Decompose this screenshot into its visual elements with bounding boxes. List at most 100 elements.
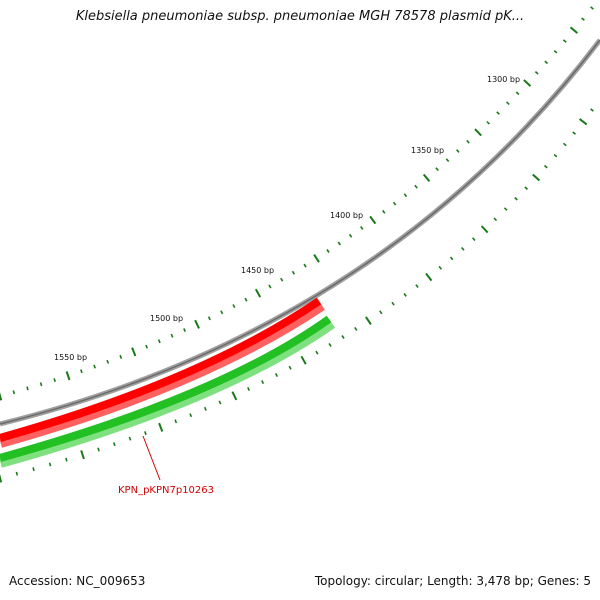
- minor-tick: [438, 265, 443, 270]
- major-tick: [65, 371, 71, 381]
- minor-tick: [232, 304, 236, 309]
- minor-tick: [26, 386, 29, 391]
- major-tick: [425, 272, 433, 282]
- minor-tick: [435, 167, 439, 172]
- minor-tick: [472, 237, 476, 242]
- major-tick: [313, 254, 320, 263]
- minor-tick: [203, 406, 207, 411]
- minor-tick: [280, 277, 284, 282]
- tick-label-1400: 1400 bp: [330, 211, 363, 220]
- minor-tick: [32, 467, 35, 472]
- minor-tick: [106, 359, 110, 364]
- minor-tick: [391, 301, 395, 306]
- minor-tick: [170, 333, 174, 338]
- major-tick: [0, 473, 3, 483]
- minor-tick: [503, 207, 508, 211]
- minor-tick: [562, 39, 567, 43]
- minor-tick: [80, 369, 83, 374]
- minor-tick: [328, 342, 332, 347]
- summary-label: Topology: circular; Length: 3,478 bp; Ge…: [314, 574, 591, 588]
- minor-tick: [288, 365, 292, 370]
- minor-tick: [303, 263, 307, 268]
- minor-tick: [496, 111, 500, 115]
- minor-tick: [144, 431, 147, 436]
- minor-tick: [445, 158, 450, 163]
- major-tick: [532, 173, 541, 182]
- minor-tick: [360, 226, 364, 230]
- minor-tick: [354, 326, 358, 331]
- major-tick: [300, 355, 307, 365]
- minor-tick: [113, 442, 116, 447]
- minor-tick: [590, 108, 594, 112]
- minor-tick: [39, 382, 43, 387]
- tick-label-1450: 1450 bp: [241, 266, 274, 275]
- minor-tick: [157, 339, 161, 344]
- minor-tick: [174, 419, 178, 424]
- minor-tick: [183, 328, 187, 333]
- minor-tick: [268, 284, 272, 289]
- minor-tick: [220, 310, 224, 315]
- minor-tick: [48, 462, 52, 467]
- minor-tick: [414, 184, 418, 189]
- major-tick: [474, 128, 482, 137]
- major-tick: [369, 215, 377, 225]
- major-tick: [131, 347, 137, 357]
- minor-tick: [291, 270, 295, 275]
- major-tick: [231, 391, 238, 401]
- tick-label-1350: 1350 bp: [411, 146, 444, 155]
- minor-tick: [315, 350, 319, 355]
- major-tick: [194, 319, 200, 329]
- gene-label[interactable]: KPN_pKPN7p10263: [118, 485, 214, 496]
- minor-tick: [12, 390, 16, 395]
- minor-tick: [392, 201, 397, 206]
- major-tick: [523, 79, 532, 87]
- tick-label-1300: 1300 bp: [487, 75, 520, 84]
- minor-tick: [553, 153, 558, 158]
- backbone-arc: [0, 38, 600, 427]
- minor-tick: [524, 186, 529, 190]
- inner-tick-ring: [0, 108, 594, 483]
- tick-label-1500: 1500 bp: [150, 314, 183, 323]
- minor-tick: [461, 246, 465, 251]
- minor-tick: [415, 284, 419, 288]
- minor-tick: [403, 193, 408, 198]
- minor-tick: [382, 209, 386, 214]
- major-tick: [422, 173, 431, 183]
- minor-tick: [590, 6, 594, 10]
- major-tick: [0, 392, 3, 401]
- minor-tick: [456, 149, 460, 153]
- major-tick: [80, 450, 85, 460]
- minor-tick: [128, 436, 132, 441]
- minor-tick: [515, 91, 520, 96]
- minor-tick: [247, 387, 251, 391]
- minor-tick: [189, 413, 193, 418]
- major-tick: [158, 422, 164, 432]
- major-tick: [569, 26, 579, 34]
- major-tick: [254, 288, 262, 298]
- minor-tick: [337, 241, 341, 246]
- minor-tick: [449, 256, 454, 261]
- minor-tick: [486, 120, 490, 125]
- minor-tick: [93, 364, 96, 369]
- accession-label: Accession: NC_009653: [9, 574, 146, 588]
- minor-tick: [581, 17, 585, 21]
- minor-tick: [543, 164, 548, 169]
- major-tick: [578, 118, 588, 126]
- minor-tick: [493, 217, 498, 222]
- major-tick: [480, 225, 489, 234]
- minor-tick: [379, 310, 383, 315]
- tick-label-1550: 1550 bp: [54, 353, 87, 362]
- minor-tick: [218, 400, 222, 405]
- major-tick: [365, 316, 372, 325]
- outer-tick-ring: [0, 6, 594, 401]
- minor-tick: [119, 354, 123, 359]
- minor-tick: [244, 297, 248, 302]
- minor-tick: [145, 344, 149, 349]
- minor-tick: [544, 60, 549, 65]
- minor-tick: [562, 142, 567, 147]
- minor-tick: [53, 378, 56, 383]
- minor-tick: [207, 316, 211, 321]
- minor-tick: [514, 196, 518, 201]
- minor-tick: [326, 249, 330, 253]
